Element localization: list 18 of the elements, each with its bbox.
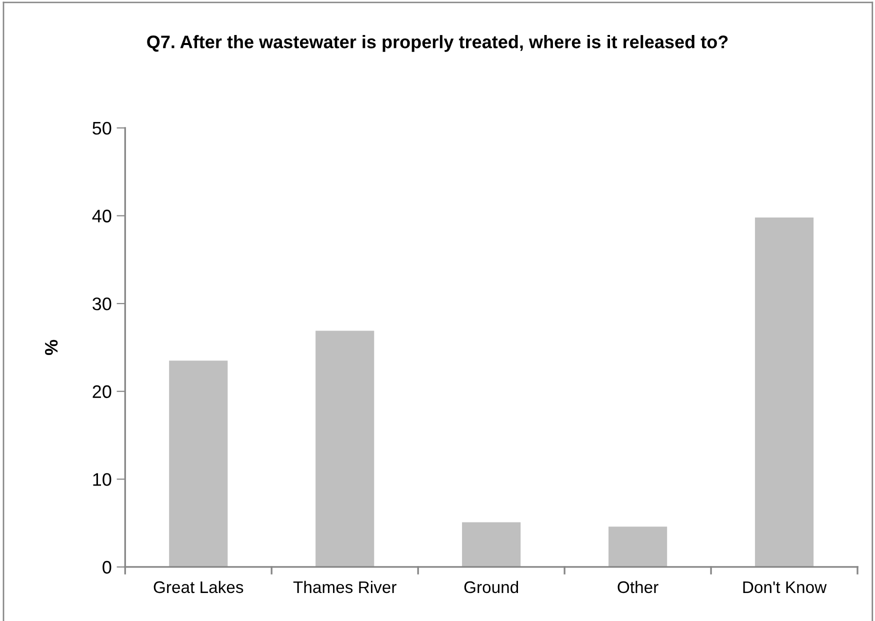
chart-title: Q7. After the wastewater is properly treated, where is it released to? [147, 35, 728, 52]
y-tick-label: 30 [92, 297, 112, 310]
y-axis-title: % [44, 340, 58, 356]
y-tick-label: 50 [92, 122, 112, 135]
bar [316, 330, 374, 567]
x-tick-label: Great Lakes [154, 580, 244, 594]
x-tick-label: Don't Know [743, 581, 827, 594]
x-tick-label: Ground [464, 580, 518, 594]
bar [169, 360, 228, 567]
bar [462, 522, 521, 567]
y-tick-label: 40 [92, 210, 112, 222]
bar [754, 217, 814, 567]
bar [608, 526, 668, 567]
y-tick-label: 10 [93, 473, 112, 486]
y-tick-label: 20 [92, 385, 112, 398]
y-tick-label: 0 [102, 560, 112, 574]
x-tick-label: Other [618, 580, 658, 594]
x-tick-label: Thames River [293, 580, 396, 594]
